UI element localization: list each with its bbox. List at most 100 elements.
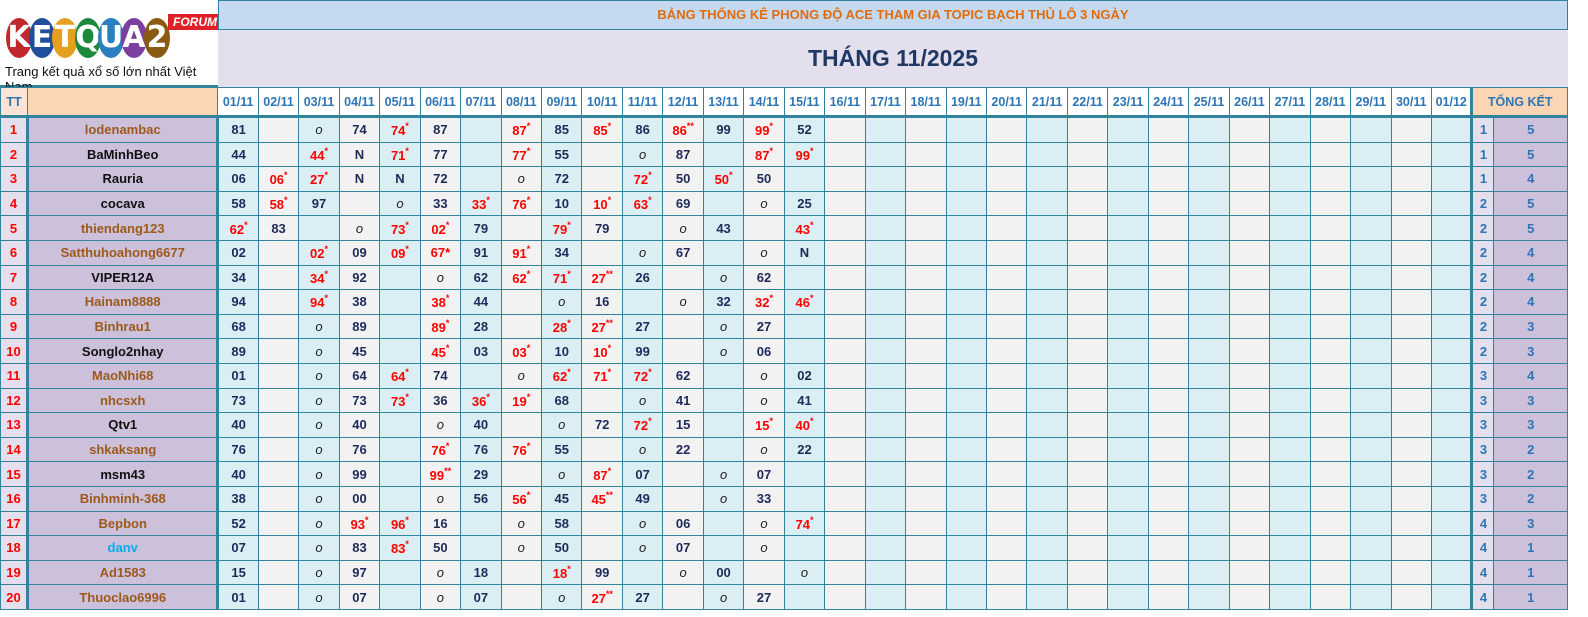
result-cell [1430, 510, 1473, 537]
result-cell [824, 387, 866, 414]
result-cell [1228, 510, 1271, 537]
member-name[interactable]: Bepbon [26, 510, 220, 537]
result-cell [1107, 387, 1149, 414]
logo-letter: A [121, 18, 147, 58]
result-cell: 27 [621, 584, 664, 610]
row-number: 4 [0, 190, 29, 217]
member-name[interactable]: VIPER12A [26, 264, 220, 291]
member-name[interactable]: Rauria [26, 166, 220, 192]
result-cell: 73 [217, 387, 259, 414]
result-cell [985, 362, 1028, 389]
row-number: 17 [0, 510, 29, 537]
result-cell: 02 [783, 362, 826, 389]
hit-star-icon: * [526, 244, 531, 255]
member-name[interactable]: nhcsxh [26, 387, 220, 414]
hit-star-icon: * [526, 195, 531, 206]
member-name[interactable]: lodenambac [26, 116, 220, 143]
result-cell [864, 215, 907, 241]
result-cell [662, 461, 704, 487]
result-cell: 72 [541, 166, 583, 192]
result-cell [864, 485, 907, 512]
result-cell [379, 338, 421, 364]
hit-cell: 58* [257, 190, 300, 217]
member-name[interactable]: Binhminh-368 [26, 485, 220, 512]
result-cell: 76 [217, 436, 259, 463]
hit-cell: 40* [783, 412, 826, 438]
result-cell: 50 [662, 166, 704, 192]
member-name[interactable]: Hainam8888 [26, 289, 220, 315]
result-cell [581, 510, 623, 537]
miss-mark: o [298, 510, 340, 537]
member-name[interactable]: Songlo2nhay [26, 338, 220, 364]
hit-star-icon: * [445, 441, 450, 452]
result-cell: 45 [338, 338, 381, 364]
header-date: 25/11 [1188, 87, 1230, 117]
result-cell [1188, 239, 1230, 266]
result-cell: 03 [460, 338, 502, 364]
result-cell [1066, 387, 1109, 414]
row-number: 2 [0, 141, 29, 168]
result-cell: 15 [662, 412, 704, 438]
hit-cell: 89* [419, 313, 462, 340]
result-cell [1066, 338, 1109, 364]
result-cell: 16 [419, 510, 462, 537]
member-name[interactable]: msm43 [26, 461, 220, 487]
result-cell [1107, 215, 1149, 241]
result-cell [1107, 264, 1149, 291]
result-cell [985, 412, 1028, 438]
result-cell [1350, 535, 1392, 561]
result-cell [1066, 436, 1109, 463]
member-name[interactable]: thiendang123 [26, 215, 220, 241]
result-cell [662, 584, 704, 610]
hit-cell: 46* [783, 289, 826, 315]
member-name[interactable]: Qtv1 [26, 412, 220, 438]
result-cell [1147, 559, 1190, 586]
miss-mark: o [298, 338, 340, 364]
result-cell [581, 387, 623, 414]
hit-cell: 83* [379, 535, 421, 561]
hit-cell: 71* [581, 362, 623, 389]
result-cell [1228, 141, 1271, 168]
result-cell: 41 [783, 387, 826, 414]
member-name[interactable]: cocava [26, 190, 220, 217]
member-name[interactable]: Satthuhoahong6677 [26, 239, 220, 266]
result-cell: 85 [541, 116, 583, 143]
result-cell [1350, 166, 1392, 192]
row-number: 6 [0, 239, 29, 266]
hit-star-icon: * [526, 490, 531, 501]
result-cell: 91 [460, 239, 502, 266]
member-name[interactable]: Thuoclao6996 [26, 584, 220, 610]
miss-mark: o [298, 412, 340, 438]
logo-letter: E [29, 18, 55, 58]
result-cell [500, 289, 543, 315]
result-cell [460, 141, 502, 168]
miss-mark: o [621, 387, 664, 414]
hit-star-icon: * [405, 514, 409, 525]
member-name[interactable]: Binhrau1 [26, 313, 220, 340]
hit-cell: 02* [419, 215, 462, 241]
result-cell [864, 289, 907, 315]
result-cell [1430, 338, 1473, 364]
miss-mark: o [662, 559, 704, 586]
result-cell [1228, 166, 1271, 192]
result-cell [945, 436, 988, 463]
result-cell [945, 289, 988, 315]
member-name[interactable]: shkaksang [26, 436, 220, 463]
member-name[interactable]: danv [26, 535, 220, 561]
result-cell [1188, 166, 1230, 192]
result-cell [379, 485, 421, 512]
result-cell [1026, 166, 1068, 192]
result-cell [985, 584, 1028, 610]
header-date: 07/11 [460, 87, 502, 117]
summary-count-a: 3 [1470, 362, 1495, 389]
summary-count-a: 2 [1470, 239, 1495, 266]
result-cell [905, 362, 947, 389]
member-name[interactable]: Ad1583 [26, 559, 220, 586]
summary-count-a: 4 [1470, 510, 1495, 537]
result-cell [1107, 190, 1149, 217]
member-name[interactable]: BaMinhBeo [26, 141, 220, 168]
member-name[interactable]: MaoNhi68 [26, 362, 220, 389]
result-cell [864, 584, 907, 610]
result-cell [1147, 215, 1190, 241]
